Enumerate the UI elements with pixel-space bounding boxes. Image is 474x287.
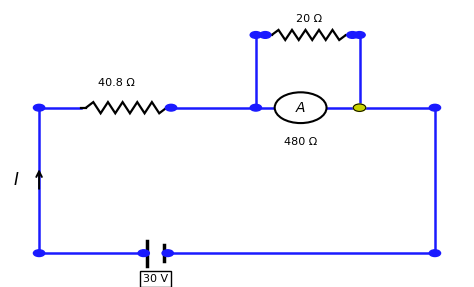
Circle shape (354, 32, 365, 38)
Text: 40.8 Ω: 40.8 Ω (99, 78, 135, 88)
Text: A: A (296, 101, 305, 115)
Circle shape (353, 104, 366, 111)
Text: I: I (13, 171, 18, 189)
Circle shape (347, 32, 358, 38)
Circle shape (34, 250, 45, 257)
Circle shape (165, 104, 177, 111)
Text: 30 V: 30 V (143, 274, 168, 284)
Circle shape (275, 92, 327, 123)
Circle shape (429, 250, 440, 257)
Circle shape (260, 32, 271, 38)
Circle shape (250, 104, 262, 111)
Text: 20 Ω: 20 Ω (296, 14, 322, 24)
Circle shape (250, 32, 262, 38)
Circle shape (138, 250, 149, 257)
Circle shape (429, 104, 440, 111)
Circle shape (34, 104, 45, 111)
Text: 480 Ω: 480 Ω (284, 137, 317, 147)
Circle shape (162, 250, 173, 257)
